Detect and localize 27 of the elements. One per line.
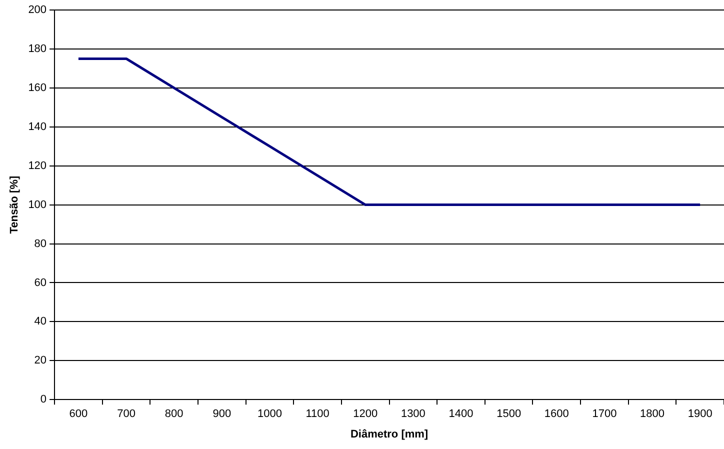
- x-tick-label: 700: [117, 408, 136, 420]
- y-tick-label: 200: [28, 4, 47, 16]
- y-tick-label: 180: [28, 42, 47, 55]
- y-axis-title: Tensão [%]: [8, 176, 21, 234]
- y-tick-label: 60: [34, 276, 47, 289]
- x-tick-label: 1400: [448, 408, 474, 420]
- x-tick-label: 1900: [688, 408, 712, 420]
- x-axis-title: Diâmetro [mm]: [350, 428, 428, 440]
- x-tick-label: 600: [69, 408, 88, 420]
- y-tick-label: 100: [28, 198, 47, 211]
- y-tick-label: 40: [34, 316, 47, 328]
- x-tick-label: 1600: [544, 408, 569, 420]
- x-tick-label: 1700: [592, 408, 617, 420]
- x-tick-label: 1100: [306, 408, 330, 420]
- x-tick-label: 1300: [400, 408, 426, 420]
- y-tick-label: 80: [34, 238, 47, 250]
- y-tick-label: 20: [34, 354, 47, 367]
- x-tick-label: 900: [212, 408, 232, 420]
- y-tick-label: 0: [40, 394, 47, 406]
- x-tick-label: 1000: [257, 408, 282, 420]
- y-tick-label: 160: [28, 82, 47, 94]
- x-tick-label: 1800: [640, 408, 665, 420]
- x-tick-label: 1200: [353, 408, 378, 420]
- x-tick-label: 1500: [496, 408, 522, 420]
- x-tick-label: 800: [164, 408, 184, 420]
- y-tick-label: 120: [28, 160, 47, 172]
- y-tick-label: 140: [28, 120, 47, 133]
